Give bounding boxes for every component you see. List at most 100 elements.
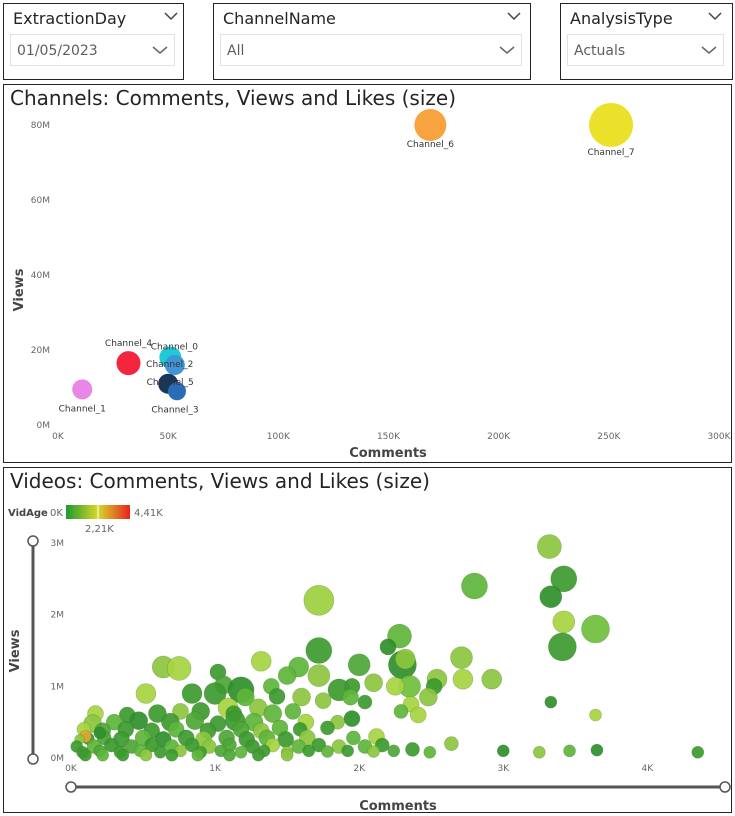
video-bubble[interactable] [277, 731, 294, 748]
slicer-channel-name-value: All [227, 43, 245, 59]
chevron-down-icon[interactable] [499, 45, 515, 55]
chevron-down-icon[interactable] [164, 11, 178, 21]
video-bubble[interactable] [321, 745, 334, 758]
video-bubble[interactable] [409, 706, 427, 724]
video-bubble[interactable] [537, 534, 562, 559]
video-bubble[interactable] [385, 677, 405, 696]
video-bubble[interactable] [79, 748, 92, 762]
video-bubble[interactable] [135, 683, 157, 704]
channel-bubble[interactable] [589, 103, 634, 147]
video-bubble[interactable] [552, 610, 576, 634]
video-bubble[interactable] [203, 682, 227, 705]
video-bubble[interactable] [165, 748, 179, 762]
video-bubble[interactable] [268, 688, 286, 705]
slicer-analysis-type-dropdown[interactable]: Actuals [567, 34, 724, 66]
slicer-channel-name-dropdown[interactable]: All [220, 34, 522, 66]
video-bubble[interactable] [341, 744, 354, 758]
video-bubble[interactable] [302, 744, 316, 758]
video-bubble[interactable] [307, 664, 331, 687]
video-bubble[interactable] [367, 745, 380, 758]
video-bubble[interactable] [379, 638, 397, 656]
video-bubble[interactable] [116, 748, 130, 762]
video-bubble[interactable] [314, 692, 332, 709]
video-bubble[interactable] [305, 637, 333, 664]
video-bubble[interactable] [357, 694, 373, 710]
channel-bubble[interactable] [414, 109, 447, 141]
video-bubble[interactable] [452, 668, 474, 690]
video-bubble[interactable] [139, 748, 153, 762]
video-bubble[interactable] [691, 745, 705, 759]
video-bubble[interactable] [234, 745, 248, 759]
video-bubble[interactable] [496, 744, 510, 758]
video-bubble[interactable] [419, 687, 438, 707]
video-bubble[interactable] [423, 745, 437, 759]
video-bubble[interactable] [277, 666, 297, 685]
video-bubble[interactable] [320, 720, 335, 736]
video-bubble[interactable] [444, 736, 459, 751]
channel-bubble[interactable] [116, 351, 141, 376]
video-bubble[interactable] [181, 683, 203, 704]
video-bubble[interactable] [581, 614, 610, 644]
video-bubble[interactable] [461, 572, 488, 600]
video-bubble[interactable] [548, 632, 577, 662]
channel-bubble[interactable] [164, 355, 185, 375]
video-bubble[interactable] [393, 704, 409, 719]
video-bubble[interactable] [184, 737, 200, 753]
video-bubble[interactable] [532, 745, 546, 759]
video-bubble[interactable] [223, 748, 236, 762]
video-bubble[interactable] [284, 703, 302, 720]
x-zoom-slider-right-handle[interactable] [719, 781, 731, 793]
video-bubble[interactable] [280, 748, 294, 762]
video-bubble[interactable] [148, 704, 167, 723]
x-zoom-slider-left-handle[interactable] [65, 781, 77, 793]
video-bubble[interactable] [563, 744, 576, 758]
video-bubble[interactable] [394, 648, 416, 670]
video-bubble[interactable] [590, 743, 604, 757]
video-bubble[interactable] [129, 711, 149, 731]
video-bubble[interactable] [539, 585, 563, 609]
video-bubble[interactable] [343, 710, 361, 727]
video-bubble[interactable] [550, 565, 578, 593]
video-bubble[interactable] [450, 646, 473, 669]
video-bubble[interactable] [166, 656, 192, 681]
slicer-channel-name[interactable]: ChannelName All [213, 3, 531, 80]
video-bubble[interactable] [292, 687, 311, 707]
legend-min-label: 0K [50, 508, 63, 519]
video-bubble[interactable] [185, 711, 205, 731]
slicer-analysis-type[interactable]: AnalysisType Actuals [560, 3, 733, 80]
video-bubble[interactable] [481, 668, 503, 690]
video-bubble[interactable] [104, 737, 119, 753]
video-bubble[interactable] [544, 695, 558, 709]
video-bubble[interactable] [96, 748, 109, 762]
video-bubble[interactable] [263, 704, 283, 723]
videos-scatter-chart[interactable]: VidAge 0K 4,41K 2,21K Views Comments 0K 1… [4, 468, 733, 814]
video-bubble[interactable] [387, 744, 401, 758]
channel-bubble[interactable] [167, 382, 186, 401]
slicer-extraction-day[interactable]: ExtractionDay 01/05/2023 [3, 3, 184, 80]
slicer-extraction-day-dropdown[interactable]: 01/05/2023 [10, 34, 175, 66]
video-bubble[interactable] [144, 737, 159, 753]
chevron-down-icon[interactable] [708, 11, 722, 21]
channel-bubble[interactable] [72, 379, 93, 400]
video-bubble[interactable] [342, 688, 359, 706]
video-bubble[interactable] [346, 730, 361, 746]
video-bubble[interactable] [191, 748, 205, 762]
chevron-down-icon[interactable] [152, 45, 168, 55]
video-bubble[interactable] [252, 748, 265, 762]
video-bubble[interactable] [364, 673, 383, 693]
chevron-down-icon[interactable] [507, 11, 521, 21]
y-zoom-slider-top-handle[interactable] [27, 535, 39, 547]
channels-scatter-chart[interactable]: Views Comments 0K 50K 100K 150K 200K 250K 300K… [4, 85, 733, 464]
chevron-down-icon[interactable] [701, 45, 717, 55]
video-bubble[interactable] [236, 687, 255, 707]
video-bubble[interactable] [93, 726, 107, 740]
video-bubble[interactable] [250, 650, 272, 672]
video-bubble[interactable] [347, 653, 371, 677]
video-bubble[interactable] [589, 708, 602, 722]
video-bubble[interactable] [405, 742, 420, 757]
video-bubble[interactable] [303, 585, 335, 616]
video-bubble[interactable] [154, 745, 167, 759]
y-zoom-slider-bottom-handle[interactable] [27, 753, 39, 765]
video-bubble[interactable] [172, 703, 189, 720]
y-tick-label: 20M [31, 346, 50, 356]
